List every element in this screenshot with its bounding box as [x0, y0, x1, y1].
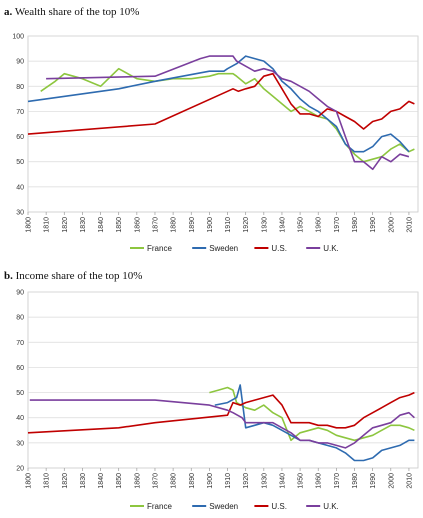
x-tick-label: 1990 [370, 473, 377, 489]
x-tick-label: 1850 [116, 473, 123, 489]
y-tick-label: 70 [16, 109, 24, 116]
series-line-uk [46, 55, 410, 171]
income-share-chart: 20 30 40 50 60 70 80 90 1800 1810 1820 1830 1840 1850… [16, 290, 419, 511]
x-tick-label: 1920 [243, 473, 250, 489]
x-tick-label: 1860 [134, 217, 141, 233]
chart-legend: France Sweden U.S. U.K. [130, 244, 339, 253]
x-tick-label: 1890 [189, 217, 196, 233]
y-tick-label: 40 [16, 184, 24, 191]
series-line-sweden [214, 384, 415, 462]
x-tick-label: 1900 [207, 217, 214, 233]
chart-legend: France Sweden U.S. U.K. [130, 502, 339, 511]
x-tick-label: 2000 [388, 473, 395, 489]
chart-title-text-b: Income share of the top 10% [15, 270, 143, 282]
y-tick-label: 60 [16, 134, 24, 141]
x-tick-label: 1930 [261, 473, 268, 489]
x-tick-label: 1810 [44, 473, 51, 489]
x-tick-label: 1820 [62, 217, 69, 233]
y-tick-label: 80 [16, 84, 24, 91]
x-tick-label: 1960 [316, 473, 323, 489]
x-tick-label: 1920 [243, 217, 250, 233]
x-tick-label: 1830 [80, 217, 87, 233]
x-tick-label: 1880 [171, 473, 178, 489]
y-tick-label: 50 [16, 390, 24, 397]
chart-panel-a: a. Wealth share of the top 10% 30 40 50 60 7… [4, 6, 419, 253]
x-tick-label: 1980 [352, 217, 359, 233]
x-tick-label: 1860 [134, 473, 141, 489]
y-tick-label: 50 [16, 159, 24, 166]
x-tick-label: 1830 [80, 473, 87, 489]
x-tick-label: 1990 [370, 217, 377, 233]
series-line-us [27, 391, 415, 434]
chart-title-b: b. Income share of the top 10% [4, 270, 142, 282]
x-tick-label: 1950 [298, 217, 305, 233]
y-tick-label: 90 [16, 290, 24, 297]
x-tick-label: 1820 [62, 473, 69, 489]
y-tick-label: 70 [16, 340, 24, 347]
y-tick-label: 20 [16, 466, 24, 473]
x-tick-label: 1940 [279, 217, 286, 233]
y-tick-label: 30 [16, 440, 24, 447]
x-tick-label: 1970 [334, 473, 341, 489]
x-tick-label: 1870 [152, 473, 159, 489]
plot-frame [27, 35, 419, 213]
legend-label: U.S. [271, 244, 287, 253]
series-line-sweden [27, 55, 410, 153]
x-tick-label: 1950 [298, 473, 305, 489]
chart-panel-b: b. Income share of the top 10% 20 30 40 50 6… [0, 262, 423, 518]
chart-title-prefix-a: a. [4, 6, 13, 18]
x-tick-label: 1900 [207, 473, 214, 489]
series-line-france [209, 386, 415, 442]
legend-label: U.S. [271, 502, 287, 511]
x-tick-label: 1910 [225, 473, 232, 489]
legend-label: Sweden [209, 502, 238, 511]
y-tick-label: 100 [12, 34, 24, 41]
series-line-us [27, 72, 415, 135]
legend-label: Sweden [209, 244, 238, 253]
x-tick-label: 1850 [116, 217, 123, 233]
x-tick-label: 1840 [98, 217, 105, 233]
series-line-uk [29, 399, 415, 449]
y-tick-label: 80 [16, 315, 24, 322]
y-tick-label: 60 [16, 365, 24, 372]
legend-label: France [147, 502, 172, 511]
y-tick-label: 40 [16, 415, 24, 422]
x-tick-label: 2010 [406, 473, 413, 489]
series-line-france [40, 67, 415, 163]
x-tick-label: 1800 [26, 217, 33, 233]
chart-title-text-a: Wealth share of the top 10% [14, 6, 140, 18]
chart-title-a: a. Wealth share of the top 10% [4, 6, 139, 18]
legend-label: U.K. [323, 244, 339, 253]
x-tick-label: 1800 [26, 473, 33, 489]
y-tick-label: 90 [16, 59, 24, 66]
x-tick-label: 1870 [152, 217, 159, 233]
legend-label: France [147, 244, 172, 253]
x-tick-label: 1810 [44, 217, 51, 233]
x-tick-label: 2000 [388, 217, 395, 233]
x-tick-label: 1910 [225, 217, 232, 233]
x-tick-label: 1970 [334, 217, 341, 233]
plot-frame [27, 291, 419, 469]
x-tick-label: 2010 [406, 217, 413, 233]
wealth-share-chart: 30 40 50 60 70 80 90 100 1800 1810 1820 1830 1840 185… [12, 34, 419, 253]
x-tick-label: 1930 [261, 217, 268, 233]
x-tick-label: 1890 [189, 473, 196, 489]
x-tick-label: 1940 [279, 473, 286, 489]
x-tick-label: 1840 [98, 473, 105, 489]
chart-title-prefix-b: b. [4, 270, 13, 282]
y-tick-label: 30 [16, 210, 24, 217]
x-tick-label: 1980 [352, 473, 359, 489]
x-tick-label: 1960 [316, 217, 323, 233]
legend-label: U.K. [323, 502, 339, 511]
x-tick-label: 1880 [171, 217, 178, 233]
